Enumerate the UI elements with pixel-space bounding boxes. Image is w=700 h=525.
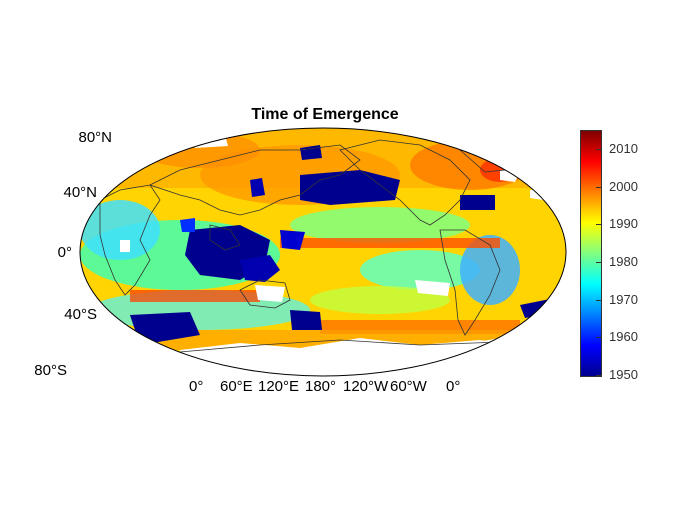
lon-label-120e: 120°E [258,378,300,395]
colorbar-tick-label: 1990 [609,216,638,232]
globe-outline [79,127,567,377]
colorbar-tick-label: 1950 [609,367,638,382]
lon-label-180: 180° [305,378,337,395]
colorbar-tick-mark [596,375,601,376]
colorbar-tick-label: 2000 [609,178,638,194]
lon-label-60w: 60°W [390,378,427,395]
colorbar-tick-label: 1960 [609,329,638,345]
colorbar-tick-mark [596,299,601,301]
lat-label-80s: 80°S [34,362,67,379]
colorbar-tick-label: 1980 [609,253,638,269]
colorbar [580,130,602,377]
lat-label-40n: 40°N [63,184,97,201]
lon-label-0-left: 0° [189,378,204,395]
lat-label-40s: 40°S [64,306,97,323]
lon-label-120w: 120°W [343,378,389,395]
map-field [80,128,566,376]
map-title: Time of Emergence [251,106,399,123]
lat-label-80n: 80°N [78,129,112,146]
lat-label-0: 0° [57,244,72,261]
colorbar-tick-mark [596,337,601,339]
colorbar-tick-mark [596,224,601,226]
colorbar-tick-label: 2010 [609,140,638,156]
colorbar-tick-mark [596,148,601,150]
colorbar-tick-mark [596,186,601,188]
colorbar-tick-mark [596,261,601,263]
lon-label-60e: 60°E [220,378,253,395]
colorbar-tick-label: 1970 [609,291,638,307]
lon-label-0-right: 0° [446,378,461,395]
